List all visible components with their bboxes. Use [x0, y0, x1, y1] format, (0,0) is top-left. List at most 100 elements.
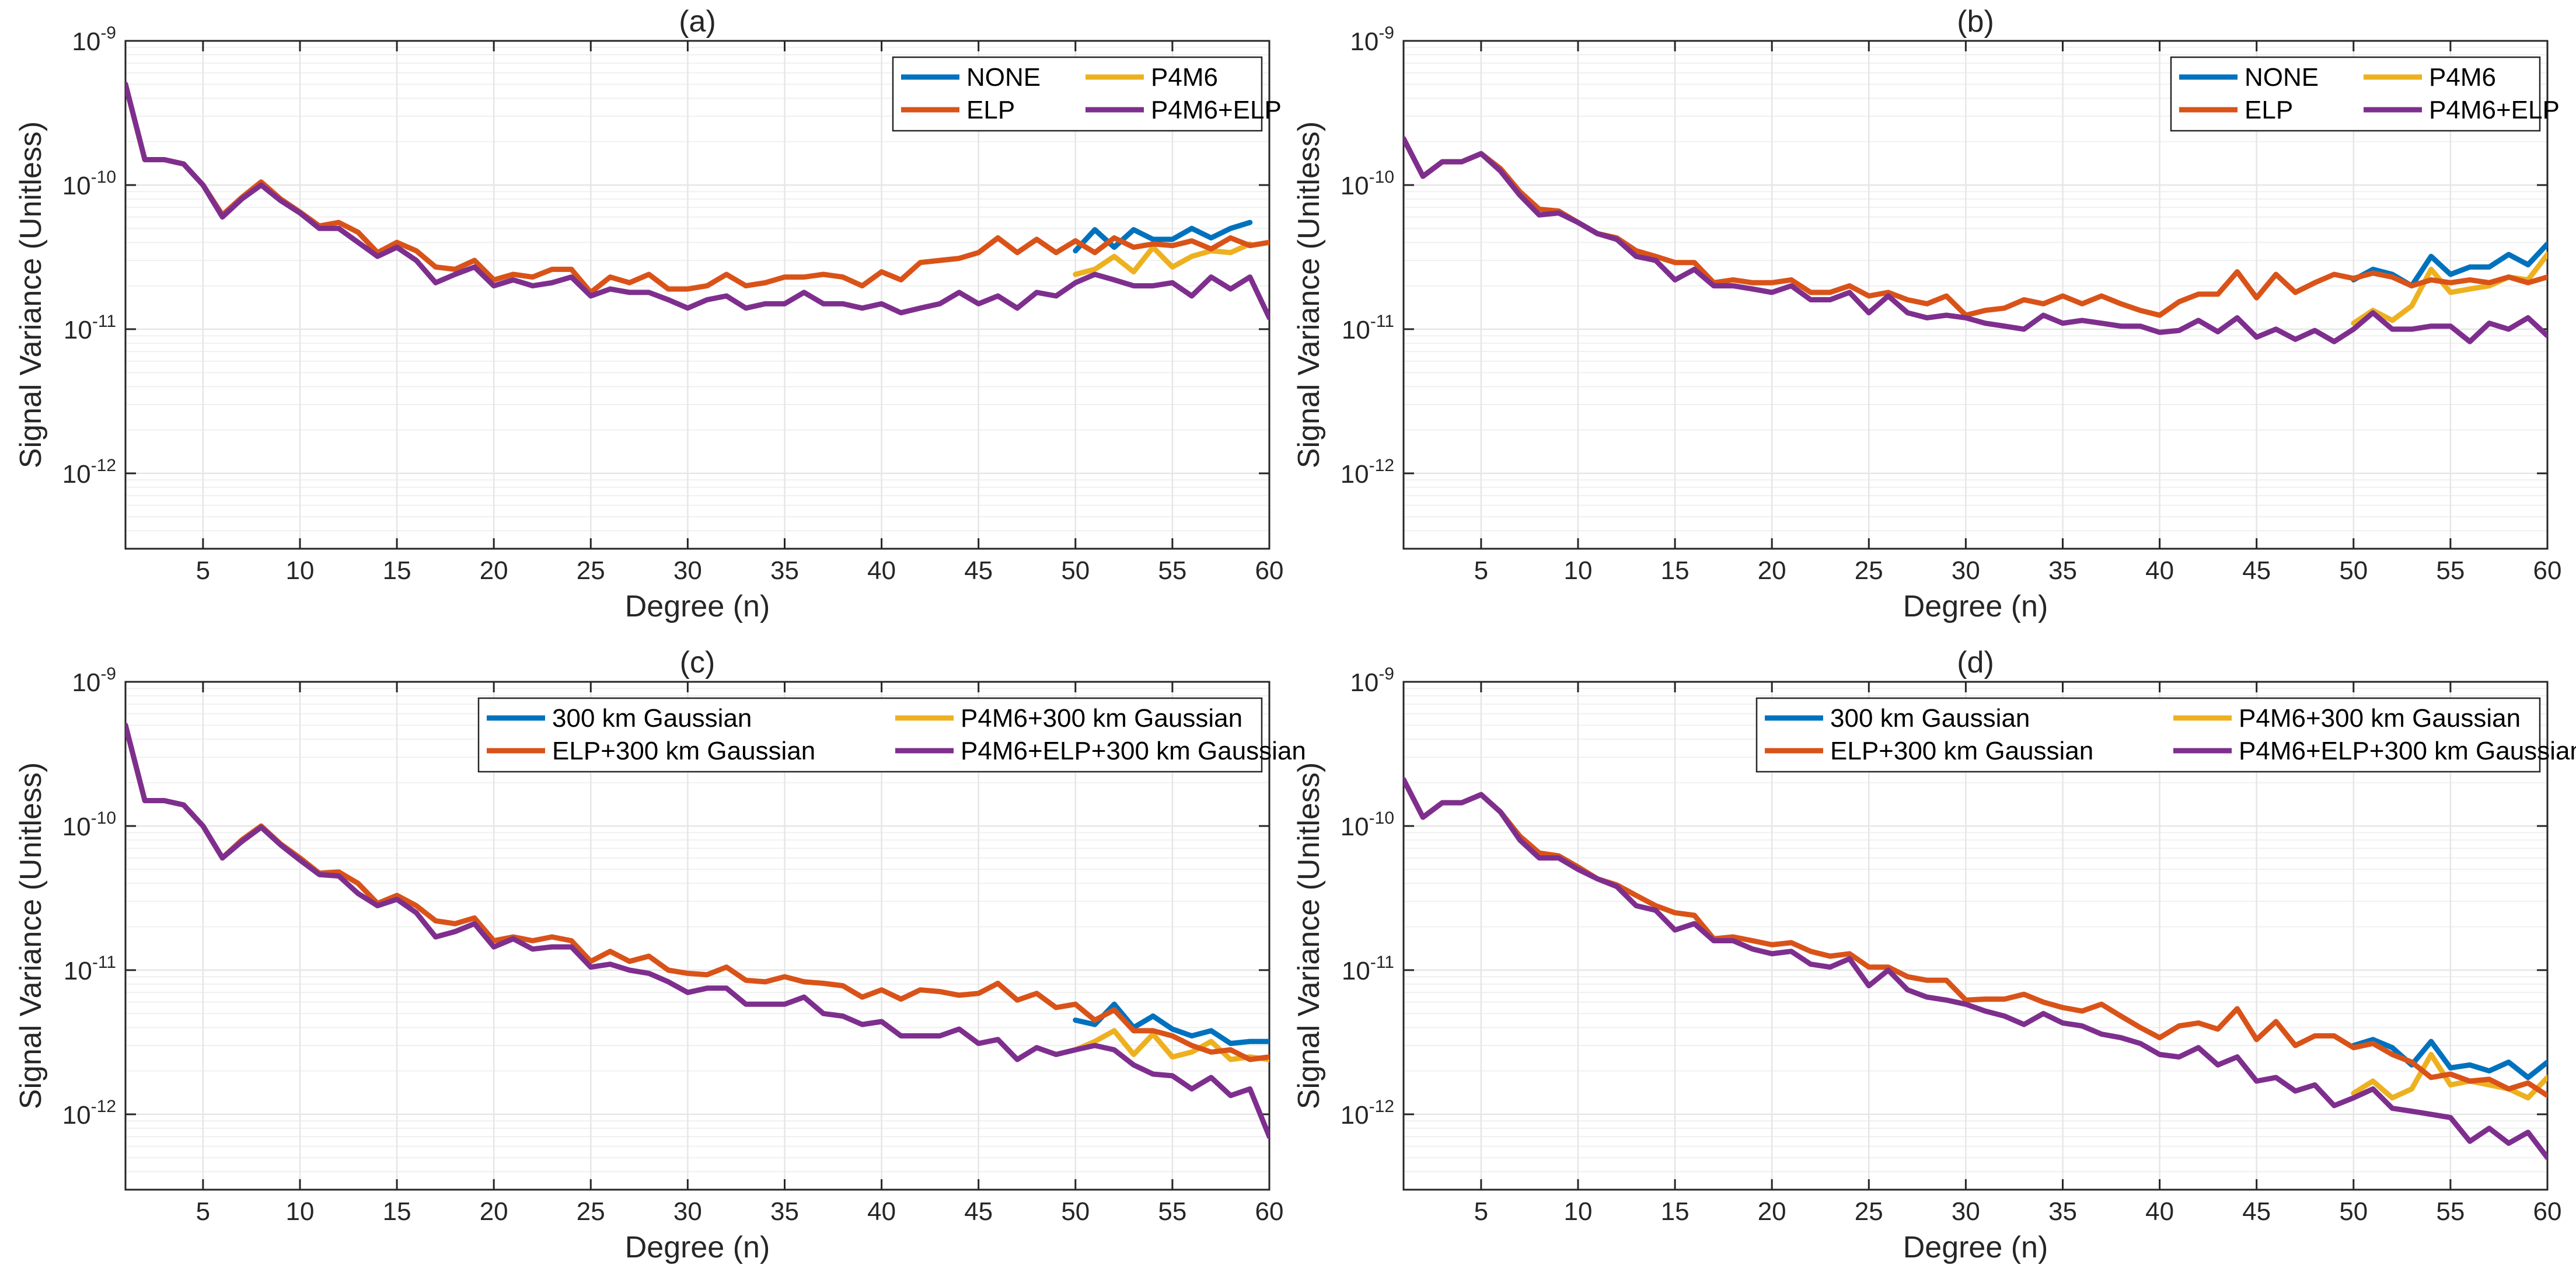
x-tick-label: 55: [1158, 1197, 1186, 1226]
x-tick-label: 55: [2436, 1197, 2465, 1226]
legend-label: ELP: [966, 96, 1015, 124]
x-tick-label: 45: [2242, 1197, 2271, 1226]
chart-panel-b: 5 10 15 20 25 30 35 40 45 50 55 6010-910-1010-1110-…: [1292, 5, 2561, 623]
chart-panel-c: 5 10 15 20 25 30 35 40 45 50 55 6010-910-1010-1110-…: [14, 646, 1306, 1264]
series-line-p4m6-elp: [125, 81, 1269, 320]
y-tick-label: 10-10: [62, 168, 116, 200]
legend-label: 300 km Gaussian: [1830, 704, 2030, 733]
y-tick-label: 10-9: [1350, 23, 1394, 56]
x-tick-label: 45: [964, 556, 993, 585]
x-tick-label: 10: [286, 556, 315, 585]
y-tick-exponent: -11: [1370, 312, 1394, 331]
y-tick-exponent: -9: [100, 23, 116, 43]
y-tick-exponent: -11: [1370, 953, 1394, 972]
x-tick-label: 20: [1758, 1197, 1786, 1226]
y-tick-base: 10: [72, 668, 100, 697]
x-tick-label: 10: [286, 1197, 315, 1226]
y-tick-label: 10-11: [1342, 312, 1394, 344]
x-tick-label: 30: [673, 1197, 702, 1226]
legend-box: [892, 56, 1263, 132]
x-axis-label: Degree (n): [625, 590, 770, 623]
chart-panel-a: 5 10 15 20 25 30 35 40 45 50 55 6010-910-1010-1110-…: [14, 5, 1283, 623]
legend-label: P4M6+300 km Gaussian: [961, 704, 1242, 733]
legend-label: P4M6+ELP+300 km Gaussian: [961, 737, 1306, 765]
y-tick-exponent: -12: [91, 456, 116, 475]
axes-box: [1402, 681, 2549, 1191]
series-group: [125, 81, 1269, 320]
y-tick-exponent: -12: [1369, 456, 1394, 475]
legend-box: [2170, 56, 2541, 132]
y-tick-label: 10-9: [1350, 664, 1394, 697]
x-tick-label: 10: [1564, 1197, 1593, 1226]
series-line-p4m6-elp: [1404, 135, 2547, 344]
legend-label: P4M6: [1151, 63, 1218, 92]
axes-box: [124, 681, 1270, 1191]
chart-title: (d): [1957, 646, 1994, 679]
x-tick-label: 15: [1661, 556, 1690, 585]
y-tick-base: 10: [1350, 668, 1378, 697]
x-axis-label: Degree (n): [1903, 590, 2048, 623]
x-tick-label: 50: [2339, 1197, 2368, 1226]
series-group: [125, 722, 1269, 1139]
y-axis-label: Signal Variance (Unitless): [14, 762, 48, 1109]
series-line-none: [2351, 241, 2547, 289]
y-tick-exponent: -11: [92, 953, 116, 972]
x-tick-label: 5: [1474, 556, 1488, 585]
y-tick-exponent: -12: [1369, 1097, 1394, 1116]
x-tick-label: 60: [2533, 556, 2562, 585]
chart-title: (b): [1957, 5, 1994, 39]
y-tick-base: 10: [62, 1101, 91, 1130]
legend-label: P4M6+300 km Gaussian: [2239, 704, 2521, 733]
series-line-300-km-gaussian: [2351, 1037, 2547, 1081]
y-tick-label: 10-12: [62, 456, 116, 489]
x-tick-label: 50: [2339, 556, 2368, 585]
y-tick-label: 10-9: [72, 664, 116, 697]
y-tick-exponent: -11: [92, 312, 116, 331]
y-tick-base: 10: [1341, 813, 1369, 841]
x-tick-label: 5: [196, 556, 210, 585]
x-tick-label: 35: [2048, 1197, 2077, 1226]
x-tick-label: 20: [480, 556, 508, 585]
x-tick-label: 50: [1061, 1197, 1090, 1226]
y-tick-base: 10: [1350, 27, 1378, 56]
legend-label: NONE: [2245, 63, 2319, 92]
y-axis-label: Signal Variance (Unitless): [1292, 762, 1326, 1109]
y-tick-label: 10-11: [64, 312, 116, 344]
x-tick-label: 60: [2533, 1197, 2562, 1226]
x-tick-label: 40: [2145, 556, 2174, 585]
series-line-elp-300-km-gaussian: [125, 722, 1269, 1062]
y-tick-base: 10: [72, 27, 100, 56]
x-tick-label: 40: [867, 1197, 896, 1226]
x-tick-label: 10: [1564, 556, 1593, 585]
y-tick-base: 10: [62, 813, 91, 841]
legend-label: ELP+300 km Gaussian: [1830, 737, 2093, 765]
x-tick-label: 35: [770, 556, 799, 585]
legend: NONE P4M6 ELP P4M6+ELP: [2170, 56, 2560, 132]
y-tick-base: 10: [64, 957, 92, 985]
legend-label: P4M6+ELP: [2429, 96, 2560, 124]
series-line-p4m6-300-km-gaussian: [1073, 1028, 1269, 1062]
x-tick-label: 55: [1158, 556, 1186, 585]
x-tick-label: 40: [2145, 1197, 2174, 1226]
y-tick-label: 10-9: [72, 23, 116, 56]
y-tick-base: 10: [1341, 1101, 1369, 1130]
y-tick-base: 10: [1342, 957, 1370, 985]
legend-label: P4M6+ELP: [1151, 96, 1282, 124]
y-tick-base: 10: [1342, 316, 1370, 344]
y-tick-label: 10-11: [1342, 953, 1394, 985]
y-tick-base: 10: [64, 316, 92, 344]
y-tick-base: 10: [62, 460, 91, 489]
legend-box: [1755, 697, 2541, 773]
series-line-p4m6: [1073, 241, 1253, 277]
series-line-elp: [1404, 135, 2547, 318]
x-tick-label: 25: [1855, 1197, 1883, 1226]
legend-label: 300 km Gaussian: [552, 704, 752, 733]
y-tick-base: 10: [1341, 460, 1369, 489]
axes-box: [124, 40, 1270, 550]
legend: NONE P4M6 ELP P4M6+ELP: [892, 56, 1282, 132]
y-tick-exponent: -10: [1369, 808, 1394, 828]
legend-box: [477, 697, 1263, 773]
y-tick-label: 10-10: [62, 808, 116, 841]
x-tick-label: 20: [1758, 556, 1786, 585]
